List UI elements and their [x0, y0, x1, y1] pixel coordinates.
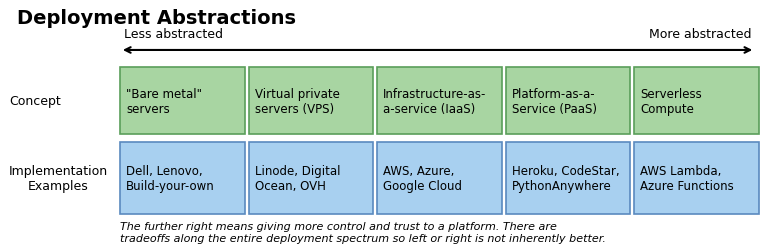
Text: Deployment Abstractions: Deployment Abstractions: [17, 9, 296, 28]
FancyBboxPatch shape: [634, 142, 759, 214]
FancyBboxPatch shape: [377, 142, 502, 214]
FancyBboxPatch shape: [249, 68, 373, 135]
FancyBboxPatch shape: [249, 142, 373, 214]
Text: Less abstracted: Less abstracted: [124, 28, 223, 41]
Text: Serverless
Compute: Serverless Compute: [641, 88, 702, 115]
Text: AWS Lambda,
Azure Functions: AWS Lambda, Azure Functions: [641, 164, 734, 192]
Text: Concept: Concept: [9, 95, 61, 108]
Text: "Bare metal"
servers: "Bare metal" servers: [126, 88, 202, 115]
Text: AWS, Azure,
Google Cloud: AWS, Azure, Google Cloud: [383, 164, 462, 192]
Text: More abstracted: More abstracted: [649, 28, 751, 41]
Text: Heroku, CodeStar,
PythonAnywhere: Heroku, CodeStar, PythonAnywhere: [511, 164, 620, 192]
Text: Dell, Lenovo,
Build-your-own: Dell, Lenovo, Build-your-own: [126, 164, 215, 192]
FancyBboxPatch shape: [505, 68, 631, 135]
FancyBboxPatch shape: [634, 68, 759, 135]
Text: Platform-as-a-
Service (PaaS): Platform-as-a- Service (PaaS): [511, 88, 597, 115]
Text: Implementation
Examples: Implementation Examples: [9, 164, 108, 192]
Text: The further right means giving more control and trust to a platform. There are
t: The further right means giving more cont…: [120, 221, 606, 243]
FancyBboxPatch shape: [120, 68, 245, 135]
Text: Virtual private
servers (VPS): Virtual private servers (VPS): [255, 88, 339, 115]
FancyBboxPatch shape: [505, 142, 631, 214]
Text: Infrastructure-as-
a-service (IaaS): Infrastructure-as- a-service (IaaS): [383, 88, 487, 115]
FancyBboxPatch shape: [377, 68, 502, 135]
Text: Linode, Digital
Ocean, OVH: Linode, Digital Ocean, OVH: [255, 164, 340, 192]
FancyBboxPatch shape: [120, 142, 245, 214]
